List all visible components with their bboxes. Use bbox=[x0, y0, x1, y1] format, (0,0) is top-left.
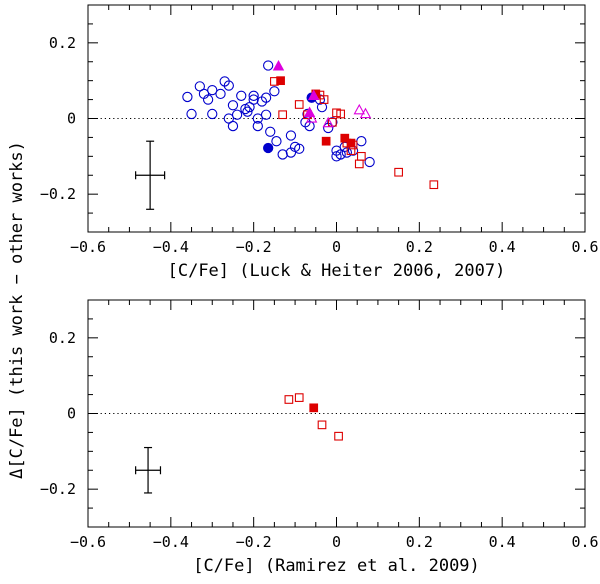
open-square-point bbox=[334, 431, 343, 441]
open-circle-point bbox=[271, 136, 282, 147]
x-tick-label: 0.4 bbox=[489, 238, 516, 256]
open-circle-point bbox=[207, 84, 218, 96]
open-circle-point bbox=[186, 108, 197, 120]
y-tick-label: −0.2 bbox=[40, 480, 76, 498]
filled-triangle-point bbox=[272, 59, 285, 71]
open-circle-point bbox=[356, 136, 367, 147]
y-tick-label: 0 bbox=[67, 110, 76, 128]
open-circle-point bbox=[265, 126, 276, 137]
filled-square-point bbox=[321, 136, 331, 146]
open-circle-point bbox=[202, 94, 214, 105]
x-tick-label: 0.2 bbox=[406, 238, 433, 256]
open-circle-point bbox=[263, 60, 274, 71]
open-square-point bbox=[319, 95, 329, 104]
y-axis-title: Δ[C/Fe] (this work − other works) bbox=[7, 141, 27, 479]
x-tick-label: −0.2 bbox=[236, 533, 272, 551]
bottom-panel: −0.6 −0.4 −0.2 0 0.2 0.4 0.6 −0.2 0 0.2 [C/Fe] (Ra… bbox=[40, 299, 599, 576]
filled-circle-point bbox=[263, 142, 274, 154]
filled-square-point bbox=[340, 133, 350, 143]
open-square-point bbox=[394, 167, 403, 177]
open-circle-point bbox=[316, 102, 328, 113]
x-tick-label: −0.4 bbox=[153, 533, 189, 551]
x-tick-label: −0.2 bbox=[236, 238, 272, 256]
filled-square-point bbox=[309, 403, 319, 413]
open-square-point bbox=[294, 393, 304, 402]
open-circle-point bbox=[182, 91, 193, 103]
open-circle-point bbox=[207, 108, 218, 120]
open-circle-point bbox=[252, 120, 263, 132]
open-circle-point bbox=[227, 120, 239, 132]
filled-square-point bbox=[276, 76, 285, 86]
y-tick-label: 0.2 bbox=[49, 329, 76, 347]
open-circle-point bbox=[236, 90, 247, 101]
x-tick-label: 0 bbox=[332, 238, 341, 256]
open-circle-point bbox=[269, 86, 280, 97]
open-circle-point bbox=[215, 88, 226, 100]
open-square-point bbox=[429, 180, 439, 190]
x-tick-label: 0.6 bbox=[571, 533, 598, 551]
x-tick-label: 0.2 bbox=[406, 533, 433, 551]
open-square-point bbox=[336, 109, 345, 119]
open-triangle-point bbox=[359, 107, 372, 119]
x-tick-label: −0.6 bbox=[70, 238, 106, 256]
x-axis-title: [C/Fe] (Ramirez et al. 2009) bbox=[193, 556, 480, 576]
y-tick-label: −0.2 bbox=[40, 185, 76, 203]
open-square-point bbox=[294, 100, 304, 109]
open-triangle-point bbox=[305, 112, 318, 123]
open-circle-point bbox=[252, 113, 263, 124]
open-circle-point bbox=[227, 100, 239, 111]
filled-square-point bbox=[346, 138, 356, 148]
open-triangle-point bbox=[322, 116, 334, 128]
open-circle-point bbox=[231, 109, 243, 120]
open-circle-point bbox=[248, 94, 259, 105]
x-tick-label: 0.4 bbox=[489, 533, 516, 551]
open-square-point bbox=[278, 110, 288, 120]
open-square-point bbox=[284, 395, 294, 404]
x-tick-label: −0.4 bbox=[153, 238, 189, 256]
y-tick-label: 0 bbox=[67, 405, 76, 423]
open-circle-point bbox=[364, 156, 375, 168]
open-circle-point bbox=[260, 92, 272, 103]
open-circle-point bbox=[223, 80, 234, 91]
open-square-point bbox=[354, 159, 364, 169]
open-circle-point bbox=[248, 90, 259, 101]
filled-triangle-point bbox=[307, 89, 320, 100]
x-tick-label: −0.6 bbox=[70, 533, 106, 551]
x-tick-label: 0 bbox=[332, 533, 341, 551]
open-circle-point bbox=[260, 109, 272, 120]
y-tick-label: 0.2 bbox=[49, 34, 76, 52]
open-circle-point bbox=[277, 149, 288, 160]
filled-triangle-point bbox=[303, 106, 316, 117]
open-circle-point bbox=[285, 130, 297, 141]
top-panel: −0.6 −0.4 −0.2 0 0.2 0.4 0.6 −0.2 0 0.2 [C/Fe] (Lu… bbox=[40, 4, 599, 281]
open-square-point bbox=[317, 420, 327, 430]
x-tick-label: 0.6 bbox=[571, 238, 598, 256]
x-axis-title: [C/Fe] (Luck & Heiter 2006, 2007) bbox=[168, 261, 506, 281]
open-circle-point bbox=[294, 143, 305, 154]
open-square-point bbox=[356, 151, 366, 161]
open-circle-point bbox=[304, 120, 315, 132]
open-circle-point bbox=[242, 106, 253, 117]
open-triangle-point bbox=[353, 103, 366, 115]
